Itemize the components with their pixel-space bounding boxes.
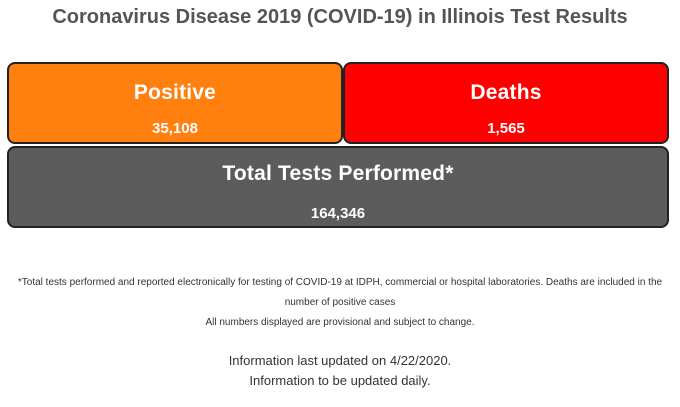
footnote-text: *Total tests performed and reported elec… bbox=[17, 277, 663, 308]
total-tests-label: Total Tests Performed* bbox=[222, 162, 454, 185]
page-title: Coronavirus Disease 2019 (COVID-19) in I… bbox=[52, 6, 628, 28]
footnote: *Total tests performed and reported elec… bbox=[8, 273, 672, 333]
update-frequency-text: Information to be updated daily. bbox=[249, 373, 431, 388]
total-tests-value: 164,346 bbox=[310, 205, 366, 222]
positive-label: Positive bbox=[133, 81, 217, 104]
total-tests-card: Total Tests Performed* 164,346 bbox=[7, 146, 669, 228]
deaths-label: Deaths bbox=[470, 81, 542, 104]
positive-value: 35,108 bbox=[152, 120, 198, 137]
footnote-disclaimer: All numbers displayed are provisional an… bbox=[205, 317, 475, 328]
deaths-value: 1,565 bbox=[487, 120, 525, 137]
positive-card: Positive 35,108 bbox=[7, 62, 343, 144]
last-updated-text: Information last updated on 4/22/2020. bbox=[228, 353, 452, 368]
update-info: Information last updated on 4/22/2020. I… bbox=[0, 351, 680, 391]
deaths-card: Deaths 1,565 bbox=[343, 62, 669, 144]
